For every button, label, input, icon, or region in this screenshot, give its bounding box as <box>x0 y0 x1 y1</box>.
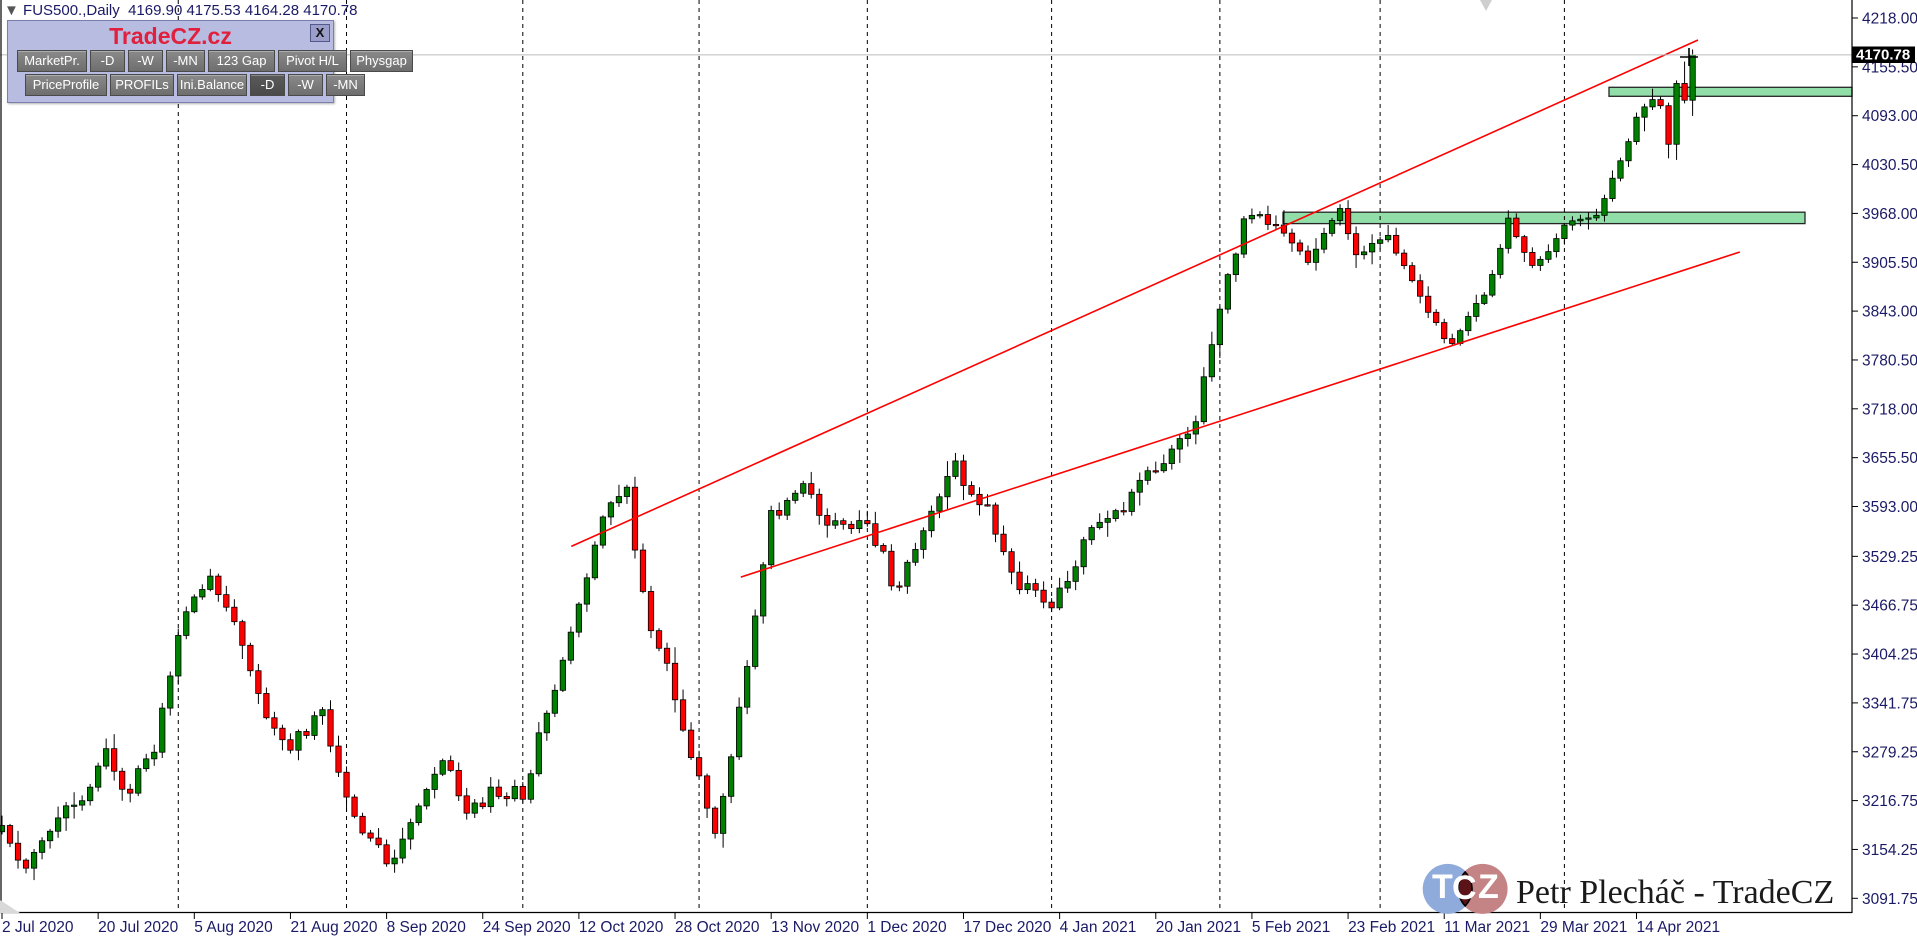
svg-text:3466.75: 3466.75 <box>1862 598 1917 615</box>
svg-text:3780.50: 3780.50 <box>1862 352 1917 369</box>
svg-text:28 Oct 2020: 28 Oct 2020 <box>675 919 760 936</box>
svg-text:3655.50: 3655.50 <box>1862 450 1917 467</box>
svg-text:4093.00: 4093.00 <box>1862 108 1917 125</box>
svg-text:20 Jan 2021: 20 Jan 2021 <box>1156 919 1241 936</box>
svg-text:3843.00: 3843.00 <box>1862 304 1917 321</box>
svg-text:24 Sep 2020: 24 Sep 2020 <box>483 919 571 936</box>
svg-text:17 Dec 2020: 17 Dec 2020 <box>963 919 1051 936</box>
svg-text:5 Aug 2020: 5 Aug 2020 <box>194 919 273 936</box>
svg-text:8 Sep 2020: 8 Sep 2020 <box>387 919 467 936</box>
svg-text:3593.00: 3593.00 <box>1862 499 1917 516</box>
svg-text:3968.00: 3968.00 <box>1862 206 1917 223</box>
svg-text:4170.78: 4170.78 <box>1856 47 1910 64</box>
svg-text:3404.25: 3404.25 <box>1862 647 1917 664</box>
svg-text:3529.25: 3529.25 <box>1862 549 1917 566</box>
svg-text:4218.00: 4218.00 <box>1862 11 1917 28</box>
svg-text:3718.00: 3718.00 <box>1862 401 1917 418</box>
svg-text:13 Nov 2020: 13 Nov 2020 <box>771 919 859 936</box>
svg-text:Petr Plecháč - TradeCZ: Petr Plecháč - TradeCZ <box>1516 874 1834 911</box>
svg-text:4 Jan 2021: 4 Jan 2021 <box>1060 919 1137 936</box>
svg-text:21 Aug 2020: 21 Aug 2020 <box>290 919 377 936</box>
svg-text:20 Jul 2020: 20 Jul 2020 <box>98 919 179 936</box>
svg-text:3905.50: 3905.50 <box>1862 255 1917 272</box>
svg-text:3279.25: 3279.25 <box>1862 744 1917 761</box>
svg-text:1 Dec 2020: 1 Dec 2020 <box>867 919 947 936</box>
svg-text:T: T <box>1432 868 1453 906</box>
svg-text:5 Feb 2021: 5 Feb 2021 <box>1252 919 1330 936</box>
svg-text:12 Oct 2020: 12 Oct 2020 <box>579 919 664 936</box>
svg-text:C: C <box>1452 869 1477 907</box>
svg-text:4030.50: 4030.50 <box>1862 157 1917 174</box>
svg-text:Z: Z <box>1478 868 1499 906</box>
svg-text:2 Jul 2020: 2 Jul 2020 <box>2 919 74 936</box>
svg-text:3341.75: 3341.75 <box>1862 695 1917 712</box>
svg-text:3154.25: 3154.25 <box>1862 842 1917 859</box>
svg-text:3216.75: 3216.75 <box>1862 793 1917 810</box>
